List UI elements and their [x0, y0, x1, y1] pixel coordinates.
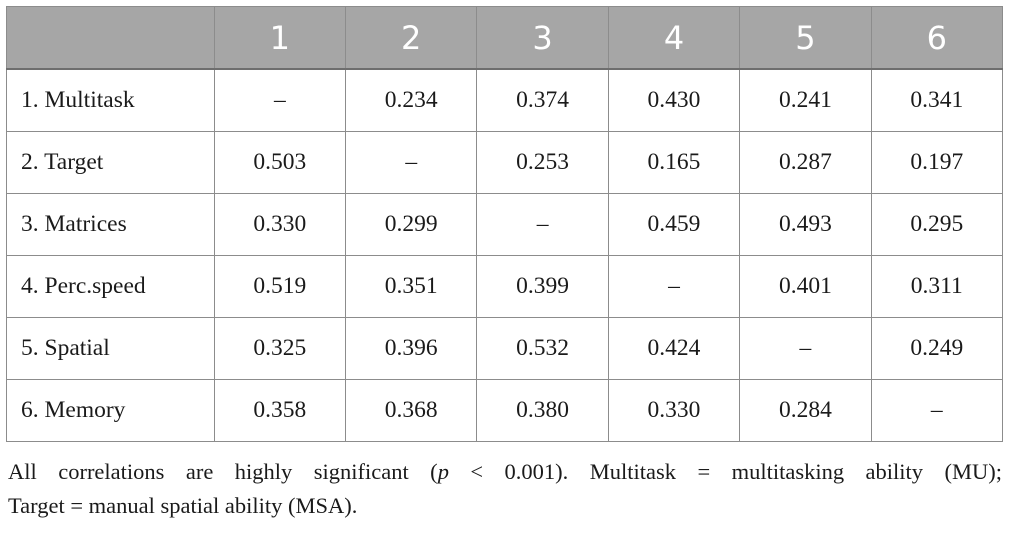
table-cell: 0.197	[870, 131, 1004, 194]
row-label: 4. Perc.speed	[6, 255, 215, 318]
header-cell: 4	[607, 6, 741, 70]
table-cell: 0.325	[213, 317, 347, 380]
table-row: 2. Target 0.503 – 0.253 0.165 0.287 0.19…	[6, 131, 1004, 194]
header-cell: 6	[870, 6, 1004, 70]
table-cell: 0.401	[739, 255, 872, 318]
footnote-line-2: Target = manual spatial ability (MSA).	[8, 493, 358, 518]
table-cell: 0.459	[607, 193, 741, 256]
table-cell: 0.249	[870, 317, 1004, 380]
table-cell: 0.430	[607, 68, 741, 132]
header-cell: 3	[476, 6, 609, 70]
table-cell: 0.368	[345, 379, 478, 442]
table-cell: 0.358	[213, 379, 347, 442]
header-cell-corner	[6, 6, 215, 70]
row-label: 1. Multitask	[6, 68, 215, 132]
table-row: 4. Perc.speed 0.519 0.351 0.399 – 0.401 …	[6, 255, 1004, 318]
header-cell: 2	[345, 6, 478, 70]
table-cell: 0.503	[213, 131, 347, 194]
footnote-p-symbol: p	[437, 459, 449, 484]
table-footnote: All correlations are highly significant …	[8, 455, 1002, 523]
table-cell: 0.341	[870, 68, 1004, 132]
table-cell: –	[213, 68, 347, 132]
table-cell: 0.311	[870, 255, 1004, 318]
table-cell: 0.241	[739, 68, 872, 132]
footnote-line-1: All correlations are highly significant …	[8, 455, 1002, 489]
table-cell: –	[870, 379, 1004, 442]
table-cell: 0.532	[476, 317, 609, 380]
footnote-text: < 0.001). Multitask = multitasking abili…	[448, 459, 1002, 484]
correlation-table: 1 2 3 4 5 6 1. Multitask – 0.234 0.374 0…	[6, 6, 1004, 442]
table-cell: 0.330	[607, 379, 741, 442]
row-label: 6. Memory	[6, 379, 215, 442]
table-cell: 0.165	[607, 131, 741, 194]
row-label: 2. Target	[6, 131, 215, 194]
correlation-table-container: 1 2 3 4 5 6 1. Multitask – 0.234 0.374 0…	[6, 6, 1004, 442]
table-cell: 0.234	[345, 68, 478, 132]
header-cell: 1	[213, 6, 347, 70]
table-cell: 0.424	[607, 317, 741, 380]
table-cell: 0.287	[739, 131, 872, 194]
table-cell: 0.351	[345, 255, 478, 318]
table-cell: 0.330	[213, 193, 347, 256]
table-cell: 0.493	[739, 193, 872, 256]
row-label: 5. Spatial	[6, 317, 215, 380]
table-cell: 0.253	[476, 131, 609, 194]
table-cell: 0.284	[739, 379, 872, 442]
table-row: 3. Matrices 0.330 0.299 – 0.459 0.493 0.…	[6, 193, 1004, 256]
table-cell: –	[345, 131, 478, 194]
table-cell: 0.374	[476, 68, 609, 132]
table-cell: 0.519	[213, 255, 347, 318]
table-cell: –	[739, 317, 872, 380]
table-cell: 0.396	[345, 317, 478, 380]
table-cell: –	[607, 255, 741, 318]
table-cell: –	[476, 193, 609, 256]
table-cell: 0.299	[345, 193, 478, 256]
table-cell: 0.295	[870, 193, 1004, 256]
header-cell: 5	[739, 6, 872, 70]
table-cell: 0.399	[476, 255, 609, 318]
table-row: 6. Memory 0.358 0.368 0.380 0.330 0.284 …	[6, 379, 1004, 442]
row-label: 3. Matrices	[6, 193, 215, 256]
footnote-text: All correlations are highly significant …	[8, 459, 438, 484]
table-cell: 0.380	[476, 379, 609, 442]
table-row: 5. Spatial 0.325 0.396 0.532 0.424 – 0.2…	[6, 317, 1004, 380]
table-row: 1. Multitask – 0.234 0.374 0.430 0.241 0…	[6, 68, 1004, 132]
table-header-row: 1 2 3 4 5 6	[6, 6, 1004, 70]
